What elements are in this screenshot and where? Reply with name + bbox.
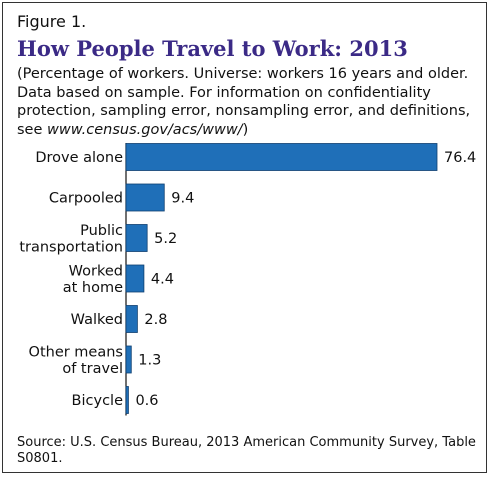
value-label-2: 5.2 <box>154 231 177 247</box>
subtitle-closing: ) <box>242 121 249 138</box>
chart-subtitle: (Percentage of workers. Universe: worker… <box>17 65 479 139</box>
category-label-line: Bicycle <box>72 393 124 409</box>
category-label-line: Drove alone <box>35 150 123 166</box>
value-label-5: 1.3 <box>138 353 161 369</box>
subtitle-text: (Percentage of workers. Universe: worker… <box>17 66 471 138</box>
chart-title: How People Travel to Work: 2013 <box>17 36 408 61</box>
bar-4 <box>125 305 138 333</box>
category-label-line: of travel <box>62 361 123 377</box>
figure-frame: Figure 1. How People Travel to Work: 201… <box>2 2 487 473</box>
category-label-5: Other means of travel <box>29 344 123 377</box>
bar-2 <box>125 224 148 252</box>
category-label-0: Drove alone <box>35 150 123 166</box>
value-label-6: 0.6 <box>135 393 158 409</box>
bar-3 <box>125 264 145 293</box>
value-label-4: 2.8 <box>144 312 167 328</box>
category-label-line: Walked <box>71 312 123 328</box>
bar-5 <box>125 345 132 374</box>
source-note: Source: U.S. Census Bureau, 2013 America… <box>17 435 476 466</box>
bar-chart: 76.4 Drove alone 9.4 Carpooled 5.2 Public tran… <box>19 143 476 416</box>
category-label-3: Worked at home <box>63 263 123 296</box>
category-label-line: Worked <box>69 263 123 279</box>
value-label-0: 76.4 <box>444 150 476 166</box>
category-label-line: Carpooled <box>49 191 123 207</box>
subtitle-url: www.census.gov/acs/www/ <box>47 121 243 138</box>
value-label-3: 4.4 <box>151 272 174 288</box>
category-label-1: Carpooled <box>49 191 123 207</box>
bar-0 <box>125 143 438 171</box>
category-label-6: Bicycle <box>72 393 124 409</box>
category-label-2: Public transportation <box>19 223 123 256</box>
category-label-line: transportation <box>19 239 123 255</box>
bar-6 <box>125 386 129 414</box>
category-label-line: at home <box>63 280 123 296</box>
category-label-line: Public <box>80 223 123 239</box>
value-label-1: 9.4 <box>171 191 194 207</box>
bar-1 <box>125 183 165 212</box>
category-label-line: Other means <box>29 344 123 360</box>
category-label-4: Walked <box>71 312 123 328</box>
figure-label: Figure 1. <box>17 12 87 31</box>
